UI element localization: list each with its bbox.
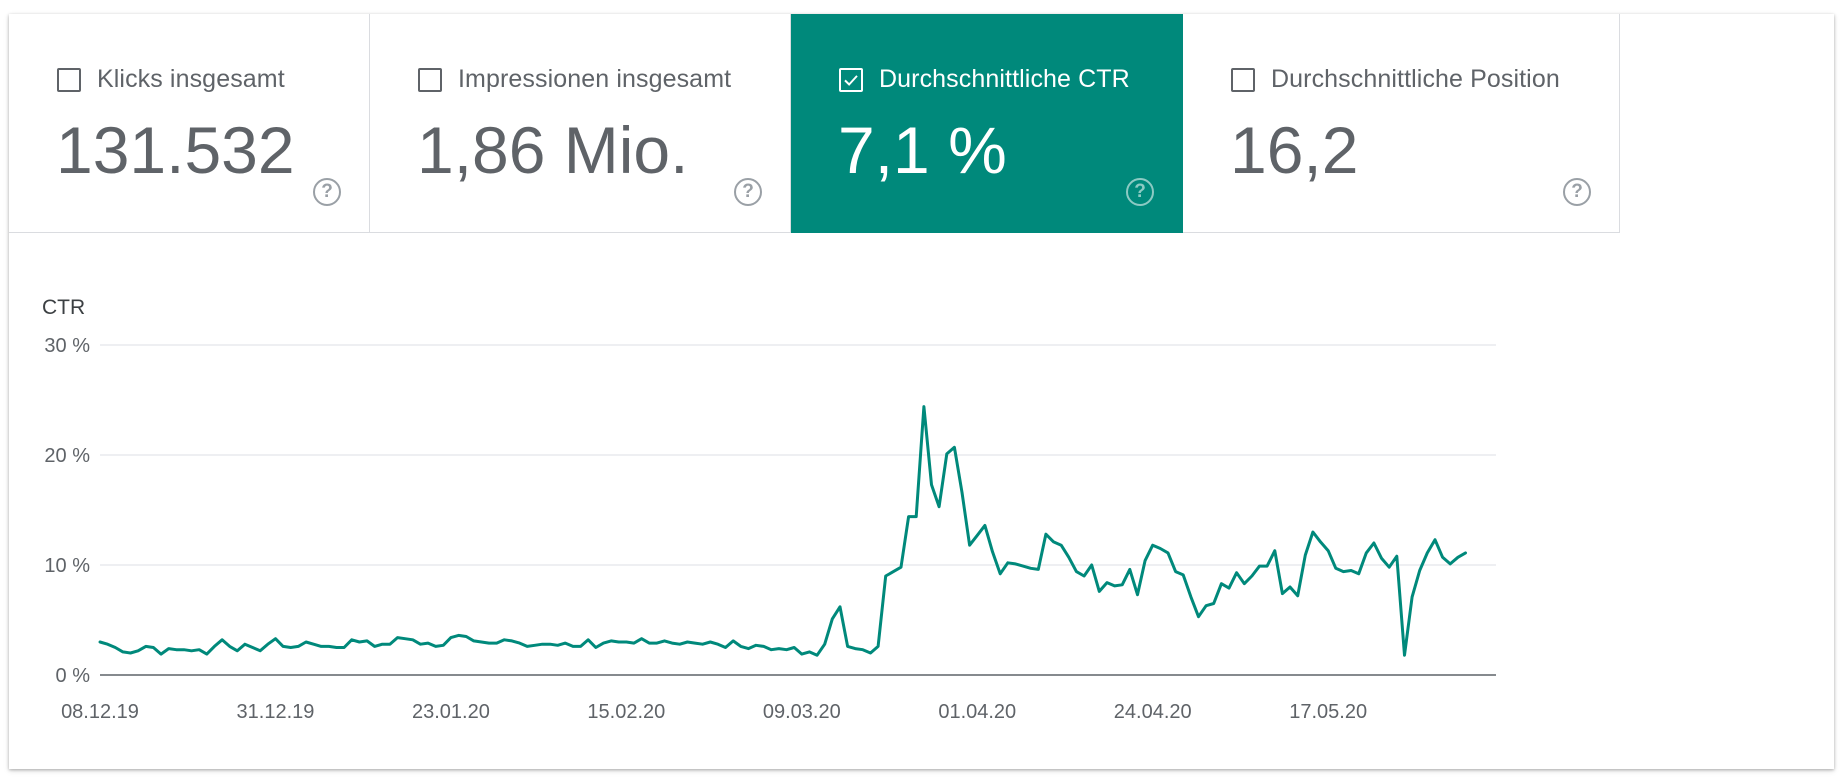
metric-tabs: Klicks insgesamt 131.532 ? Impressionen … (9, 14, 1620, 234)
y-tick-label: 10 % (44, 555, 90, 577)
check-icon (844, 74, 858, 86)
metric-card-impressions[interactable]: Impressionen insgesamt 1,86 Mio. ? (370, 14, 791, 233)
metric-label-clicks: Klicks insgesamt (97, 65, 285, 93)
ctr-line-chart[interactable]: 0 % 10 % 20 % 30 % 08.12.19 31.12.19 23.01.20 1… (9, 234, 1834, 769)
metric-card-clicks[interactable]: Klicks insgesamt 131.532 ? (9, 14, 370, 233)
help-circle-icon[interactable]: ? (313, 178, 341, 206)
metric-value-impressions: 1,86 Mio. (417, 113, 689, 187)
checkbox-position[interactable] (1231, 67, 1255, 92)
x-tick-label: 17.05.20 (1289, 701, 1367, 723)
ctr-series-line (98, 405, 1467, 657)
checkbox-ctr[interactable] (839, 67, 863, 92)
x-tick-label: 15.02.20 (587, 701, 665, 723)
y-tick-label: 30 % (44, 335, 90, 357)
metric-value-ctr: 7,1 % (838, 113, 1007, 187)
x-tick-label: 24.04.20 (1114, 701, 1192, 723)
help-circle-icon[interactable]: ? (734, 178, 762, 206)
chart-area: CTR 0 % 10 % 20 % 30 % 08.12.19 31.12.19 23.01… (9, 234, 1834, 769)
help-circle-icon[interactable]: ? (1126, 178, 1154, 206)
x-tick-label: 09.03.20 (763, 701, 841, 723)
x-tick-label: 31.12.19 (237, 701, 315, 723)
metric-value-clicks: 131.532 (56, 113, 295, 187)
x-tick-label: 01.04.20 (938, 701, 1016, 723)
metric-label-impressions: Impressionen insgesamt (458, 65, 732, 93)
metric-card-position[interactable]: Durchschnittliche Position 16,2 ? (1183, 14, 1620, 233)
y-tick-label: 20 % (44, 445, 90, 467)
metric-label-ctr: Durchschnittliche CTR (879, 65, 1130, 93)
metric-label-position: Durchschnittliche Position (1271, 65, 1560, 93)
x-tick-label: 08.12.19 (61, 701, 139, 723)
performance-card: Klicks insgesamt 131.532 ? Impressionen … (9, 14, 1834, 769)
checkbox-clicks[interactable] (57, 67, 81, 92)
help-circle-icon[interactable]: ? (1563, 178, 1591, 206)
metric-card-ctr[interactable]: Durchschnittliche CTR 7,1 % ? (791, 14, 1183, 233)
y-axis-title: CTR (42, 296, 86, 319)
x-tick-label: 23.01.20 (412, 701, 490, 723)
metric-value-position: 16,2 (1230, 113, 1359, 187)
checkbox-impressions[interactable] (418, 67, 442, 92)
y-tick-label: 0 % (56, 665, 91, 687)
